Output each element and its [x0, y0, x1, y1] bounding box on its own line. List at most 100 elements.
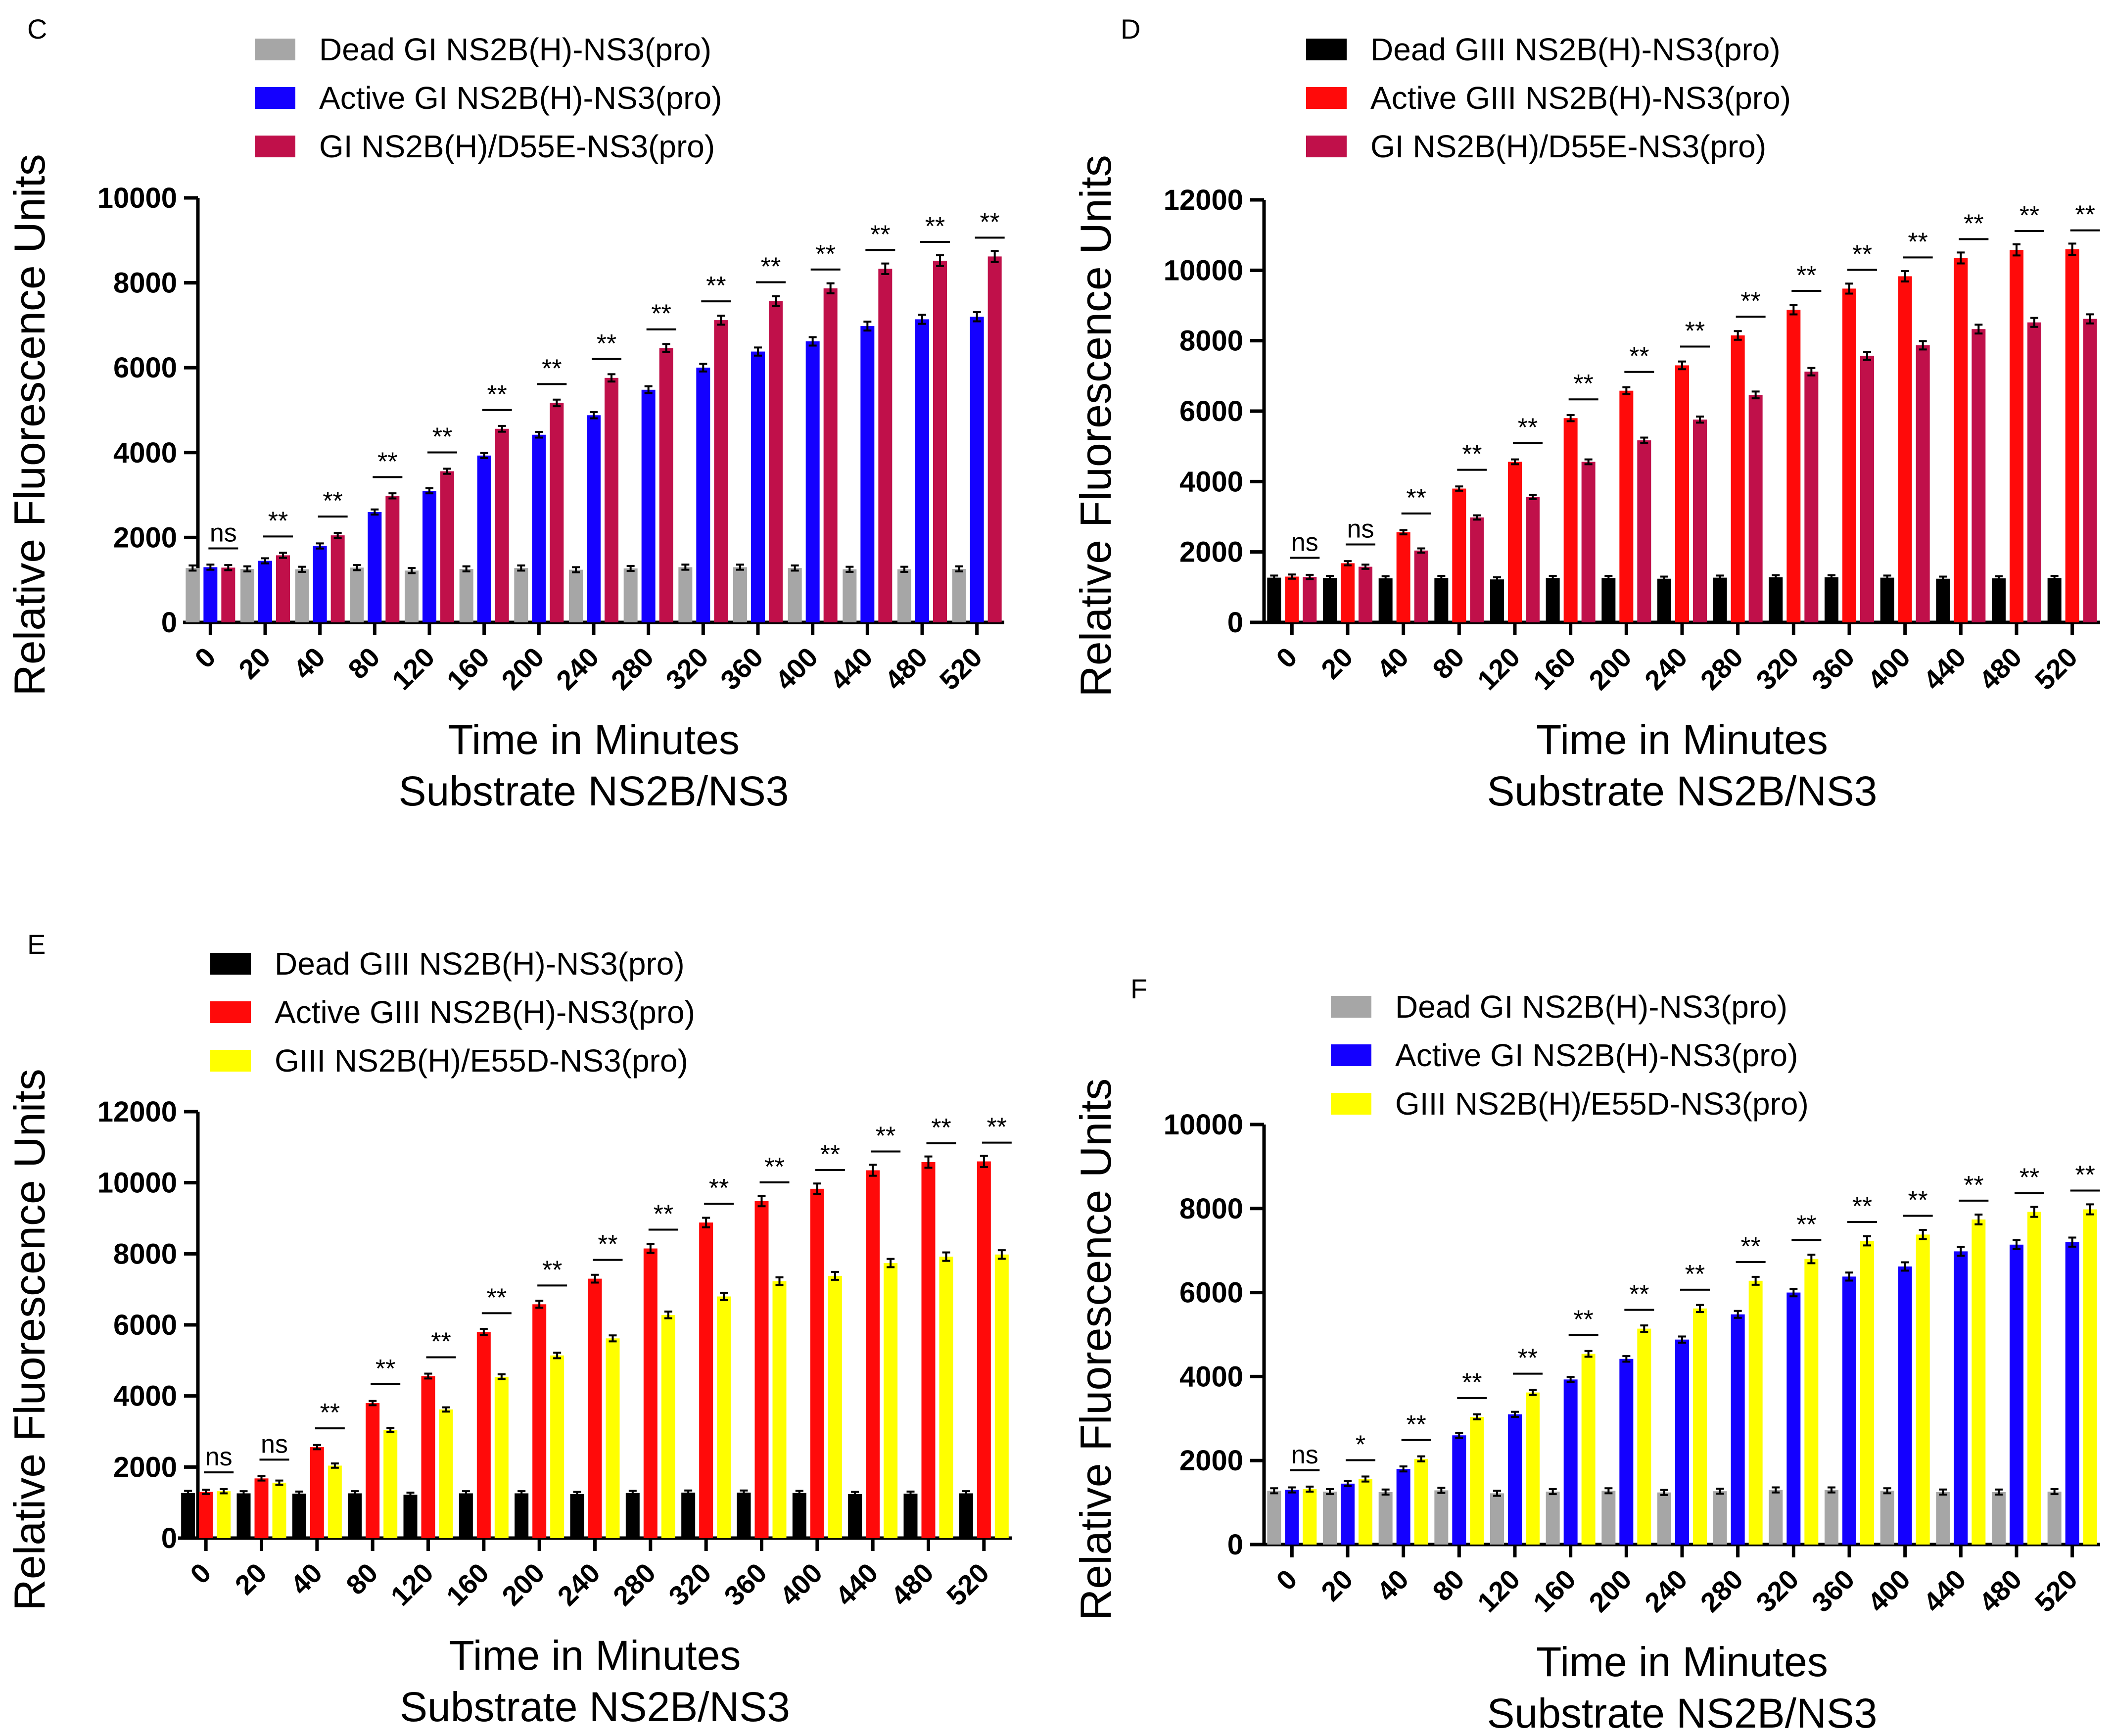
x-axis-subtitle: Substrate NS2B/NS3	[1487, 768, 1877, 814]
error-bar	[1473, 1413, 1481, 1420]
error-bar	[1995, 1488, 2003, 1496]
error-bar	[1845, 1271, 1853, 1282]
significance-label: **	[320, 1399, 340, 1427]
error-bar	[1716, 574, 1724, 581]
x-tick-label: 20	[1315, 641, 1359, 685]
bar	[625, 1493, 640, 1538]
significance-label: **	[709, 1174, 729, 1203]
x-tick-label: 360	[1806, 641, 1861, 696]
bar	[1657, 1492, 1671, 1545]
bar	[843, 569, 857, 622]
legend-swatch	[1306, 136, 1347, 157]
bar	[1619, 390, 1634, 622]
bar	[1954, 1251, 1968, 1545]
error-bar	[261, 557, 269, 564]
panel-label: D	[1121, 13, 1140, 45]
error-bar	[720, 1292, 728, 1301]
error-bar	[1437, 1487, 1446, 1494]
bar	[459, 1493, 473, 1538]
bar	[1748, 395, 1763, 622]
error-bar	[1939, 1488, 1947, 1496]
error-bar	[480, 452, 488, 459]
y-tick-label: 10000	[97, 1167, 177, 1199]
legend-label: GIII NS2B(H)/E55D-NS3(pro)	[275, 1043, 688, 1079]
legend-swatch	[255, 87, 295, 109]
error-bar	[425, 487, 433, 495]
significance-label: **	[377, 447, 397, 476]
bar	[1267, 1491, 1281, 1545]
bar	[1972, 329, 1986, 622]
significance-label: ns	[205, 1443, 233, 1471]
error-bar	[699, 363, 707, 373]
bar	[2027, 322, 2041, 622]
error-bar	[369, 1400, 377, 1407]
y-tick-label: 12000	[97, 1096, 177, 1128]
bar	[221, 567, 235, 622]
bar	[550, 403, 564, 622]
error-bar	[462, 565, 470, 573]
x-tick-label: 20	[233, 641, 277, 685]
y-tick-label: 0	[1227, 607, 1243, 639]
error-bar	[740, 1489, 748, 1496]
bar	[661, 1314, 675, 1538]
significance-label: ns	[1291, 528, 1318, 557]
significance-label: **	[2019, 1164, 2039, 1192]
bar	[1619, 1359, 1634, 1545]
y-tick-label: 0	[161, 607, 177, 639]
error-bar	[826, 282, 835, 294]
error-bar	[1660, 575, 1668, 582]
significance-label: **	[598, 1230, 617, 1259]
bar	[810, 1188, 824, 1538]
error-bar	[239, 1490, 248, 1497]
legend-swatch	[210, 953, 251, 975]
error-bar	[973, 311, 981, 323]
error-bar	[681, 563, 690, 571]
significance-label: **	[870, 220, 890, 249]
error-bar	[1640, 436, 1648, 444]
x-tick-label: 40	[1371, 1563, 1415, 1607]
error-bar	[1549, 1488, 1557, 1496]
x-tick-label: 400	[1862, 641, 1917, 696]
error-bar	[2030, 1206, 2038, 1218]
bar	[1323, 1492, 1337, 1545]
bar	[181, 1493, 195, 1538]
bar	[866, 1170, 880, 1538]
error-bar	[1511, 1410, 1519, 1418]
bar	[1936, 1492, 1950, 1545]
bar	[2047, 578, 2062, 622]
bar	[1470, 517, 1484, 622]
error-bar	[1270, 574, 1278, 581]
bar	[1693, 1308, 1707, 1545]
legend-swatch	[1331, 1093, 1371, 1115]
y-tick-label: 8000	[113, 267, 177, 299]
bar	[254, 1478, 269, 1538]
legend-swatch	[1306, 87, 1347, 109]
bar	[272, 1482, 286, 1538]
error-bar	[1584, 458, 1593, 466]
significance-label: **	[431, 1327, 451, 1356]
bar	[1804, 372, 1819, 622]
bar	[1434, 578, 1449, 622]
x-tick-label: 80	[1426, 1563, 1470, 1607]
bar	[1563, 1379, 1578, 1545]
bar	[678, 567, 693, 622]
error-bar	[1584, 1350, 1593, 1358]
significance-label: **	[597, 329, 616, 358]
legend-swatch	[1306, 39, 1347, 60]
bar	[1303, 1489, 1317, 1545]
error-bar	[831, 1270, 839, 1281]
legend-swatch	[255, 136, 295, 157]
bar	[1508, 1414, 1522, 1545]
bar	[258, 561, 272, 622]
error-bar	[2068, 1236, 2076, 1248]
bar	[788, 568, 802, 622]
bar	[1396, 532, 1410, 622]
bar	[878, 269, 892, 622]
error-bar	[408, 567, 416, 574]
error-bar	[2013, 1239, 2020, 1250]
significance-label: **	[654, 1200, 673, 1229]
bar	[421, 1376, 435, 1538]
bar	[477, 455, 491, 622]
x-tick-label: 40	[1371, 641, 1415, 685]
